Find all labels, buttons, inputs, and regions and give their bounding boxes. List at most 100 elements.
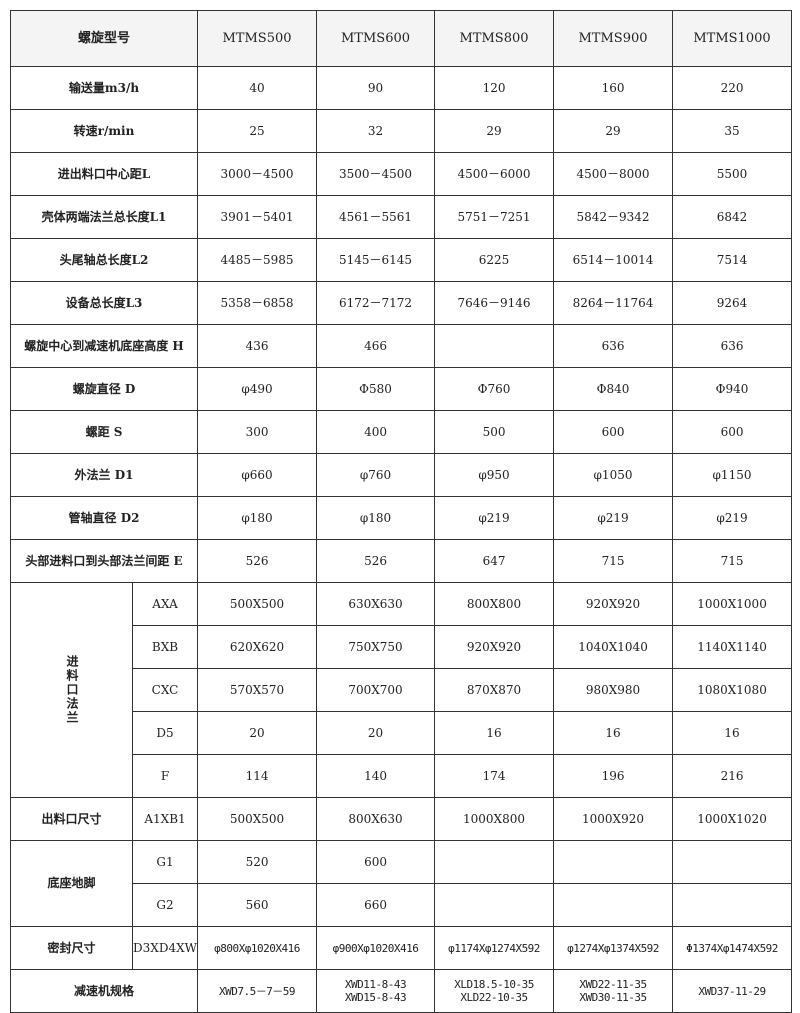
table-cell: 5751－7251 [434,195,555,239]
table-row: 底座地脚 G1 520 600 [10,840,793,927]
table-cell: XWD7.5－7－59 [197,969,318,1013]
table-cell: φ800Xφ1020X416 [197,926,318,970]
table-cell: 800X800 [434,582,555,626]
table-cell: 400 [316,410,436,454]
table-cell [672,883,793,927]
table-cell: Φ580 [316,367,436,411]
reducer-model: XLD18.5-10-35 [454,978,534,991]
table-cell: 4500－6000 [434,152,555,196]
sub-label: D5 [131,711,199,755]
table-cell: Φ840 [553,367,674,411]
table-row: 螺旋中心到减速机底座高度 H 436 466 636 636 [9,324,793,368]
table-cell: 636 [672,324,793,368]
table-row: 头尾轴总长度L2 4485－5985 5145－6145 6225 6514－10014… [9,238,793,282]
table-cell: 1040X1040 [553,625,674,669]
row-label: 输送量m3/h [9,66,199,110]
table-cell: φ660 [197,453,318,497]
table-cell: 174 [434,754,555,798]
table-cell: 526 [197,539,318,583]
sub-label: F [131,754,199,798]
model-header: MTMS900 [553,10,674,67]
table-cell: 300 [197,410,318,454]
table-cell: 980X980 [553,668,674,712]
table-cell: 630X630 [316,582,436,626]
table-cell: 6842 [672,195,793,239]
table-cell: 16 [434,711,555,755]
table-cell [434,883,555,927]
table-row: 转速r/min 25 32 29 29 35 [9,109,793,153]
table-cell: 7514 [672,238,793,282]
sub-label: D3XD4XW [131,926,199,970]
table-cell: 9264 [672,281,793,325]
reducer-model: XWD7.5－7－59 [218,984,296,998]
table-cell: φ219 [672,496,793,540]
table-cell: 4500－8000 [553,152,674,196]
table-cell: 750X750 [316,625,436,669]
table-cell: 436 [197,324,318,368]
table-cell: 715 [672,539,793,583]
sub-label: CXC [131,668,199,712]
row-label: 螺旋直径 D [9,367,199,411]
sub-label: AXA [131,582,199,626]
table-cell: 870X870 [434,668,555,712]
reducer-model: XWD37-11-29 [698,984,766,998]
row-label: 转速r/min [9,109,199,153]
table-row: 头部进料口到头部法兰间距 E 526 526 647 715 715 [9,539,793,583]
sub-label: G1 [131,840,199,884]
table-cell: 5842－9342 [553,195,674,239]
row-label: 螺距 S [9,410,199,454]
table-row: BXB 620X620 750X750 920X920 1040X1040 1140X11… [11,625,793,669]
table-row: 进料口法兰 AXA 500X500 630X630 800X800 920X920 1000… [10,582,793,798]
table-cell: 1000X1020 [672,797,793,841]
table-cell [553,840,674,884]
table-cell: 196 [553,754,674,798]
row-label: 密封尺寸 [10,926,133,970]
table-cell: 25 [197,109,318,153]
row-label: 壳体两端法兰总长度L1 [9,195,199,239]
table-cell: XWD22-11-35 XWD30-11-35 [553,969,674,1013]
table-cell: 920X920 [434,625,555,669]
table-cell: 220 [672,66,793,110]
table-row: D5 20 20 16 16 16 [11,711,793,755]
table-cell: 16 [672,711,793,755]
table-row: 输送量m3/h 40 90 120 160 220 [9,66,793,110]
table-cell: 560 [197,883,318,927]
table-cell: φ1274Xφ1374X592 [553,926,674,970]
table-cell: 4561－5561 [316,195,436,239]
table-cell: 520 [197,840,318,884]
table-cell: 500X500 [197,797,318,841]
table-cell: 570X570 [197,668,318,712]
reducer-model: XWD22-11-35 [579,978,647,991]
table-cell: 29 [434,109,555,153]
table-cell: 216 [672,754,793,798]
table-cell: 3000－4500 [197,152,318,196]
table-cell: φ900Xφ1020X416 [316,926,436,970]
table-row: 设备总长度L3 5358－6858 6172－7172 7646－9146 8264－1… [9,281,793,325]
table-cell: 1000X1000 [672,582,793,626]
table-cell: XWD11-8-43 XWD15-8-43 [316,969,436,1013]
table-cell: 6172－7172 [316,281,436,325]
table-cell: 8264－11764 [553,281,674,325]
model-header: MTMS800 [434,10,555,67]
table-cell: 920X920 [553,582,674,626]
sub-label: G2 [131,883,199,927]
header-label: 螺旋型号 [9,10,199,67]
group-label: 底座地脚 [10,840,133,927]
table-cell: 114 [197,754,318,798]
table-cell: φ180 [316,496,436,540]
table-cell: 500X500 [197,582,318,626]
row-label: 头尾轴总长度L2 [9,238,199,282]
table-cell: 715 [553,539,674,583]
table-cell: 160 [553,66,674,110]
table-row: 螺距 S 300 400 500 600 600 [9,410,793,454]
table-cell: 32 [316,109,436,153]
reducer-model: XWD30-11-35 [579,991,647,1004]
sub-label: A1XB1 [131,797,199,841]
row-label: 设备总长度L3 [9,281,199,325]
table-cell: 1000X920 [553,797,674,841]
table-cell: 7646－9146 [434,281,555,325]
table-cell: 3901－5401 [197,195,318,239]
table-cell: φ219 [434,496,555,540]
row-label: 进出料口中心距L [9,152,199,196]
table-row: 壳体两端法兰总长度L1 3901－5401 4561－5561 5751－7251 58… [9,195,793,239]
